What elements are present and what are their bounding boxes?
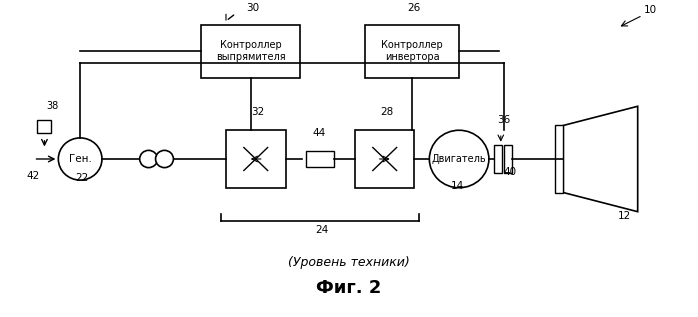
Text: 30: 30 [246,3,259,13]
Text: Фиг. 2: Фиг. 2 [316,279,382,297]
Text: 42: 42 [27,171,40,181]
Text: 40: 40 [504,167,517,177]
Text: (Уровень техники): (Уровень техники) [288,256,410,269]
Bar [504,145,512,173]
Circle shape [429,130,489,188]
Text: Двигатель: Двигатель [432,154,487,164]
Text: 10: 10 [644,5,657,15]
Text: 36: 36 [497,115,510,126]
Polygon shape [563,106,638,212]
Text: Контроллер
выпрямителя: Контроллер выпрямителя [216,40,285,62]
Bar [355,130,415,188]
Bar [201,25,300,78]
Text: 44: 44 [312,128,325,138]
Text: 14: 14 [451,181,464,191]
Text: 28: 28 [380,107,393,117]
Circle shape [156,150,173,168]
Text: 22: 22 [75,173,89,183]
Text: 32: 32 [251,107,264,117]
Text: Ген.: Ген. [68,154,91,164]
Bar [556,126,563,192]
Circle shape [140,150,158,168]
Text: 26: 26 [407,3,420,13]
Text: 24: 24 [315,225,329,235]
Bar [494,145,502,173]
Text: Контроллер
инвертора: Контроллер инвертора [381,40,443,62]
Text: 12: 12 [618,211,631,221]
Bar [38,120,52,133]
Bar [226,130,285,188]
Bar [365,25,459,78]
Text: 38: 38 [47,101,59,111]
Circle shape [59,138,102,180]
Bar [306,151,334,167]
